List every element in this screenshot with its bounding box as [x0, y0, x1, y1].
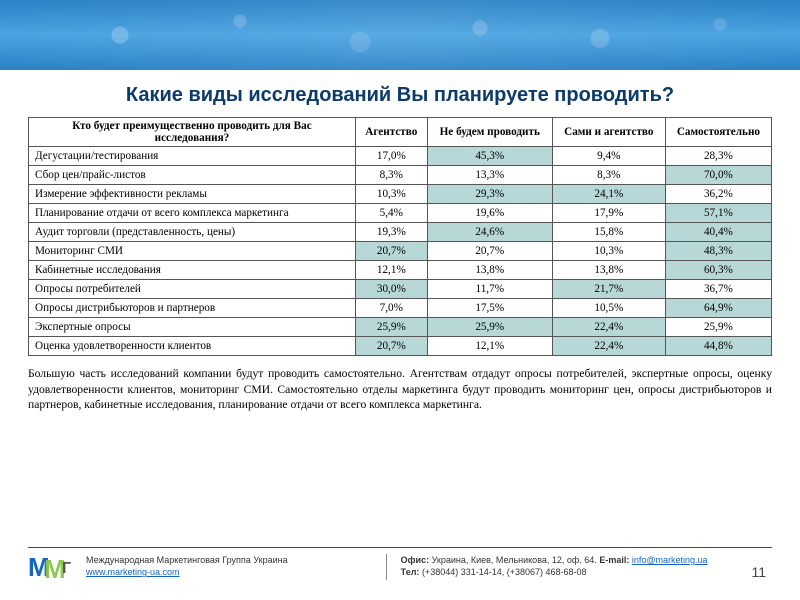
cell-value: 11,7%: [427, 280, 552, 299]
cell-value: 29,3%: [427, 185, 552, 204]
cell-value: 12,1%: [355, 261, 427, 280]
row-label: Дегустации/тестирования: [29, 147, 356, 166]
table-row: Оценка удовлетворенности клиентов20,7%12…: [29, 337, 772, 356]
row-label: Сбор цен/прайс-листов: [29, 166, 356, 185]
research-table: Кто будет преимущественно проводить для …: [28, 117, 772, 356]
row-label: Планирование отдачи от всего комплекса м…: [29, 204, 356, 223]
th-wont: Не будем проводить: [427, 118, 552, 147]
row-label: Кабинетные исследования: [29, 261, 356, 280]
cell-value: 20,7%: [355, 337, 427, 356]
cell-value: 17,9%: [552, 204, 665, 223]
cell-value: 22,4%: [552, 337, 665, 356]
cell-value: 57,1%: [665, 204, 771, 223]
logo: ММГ: [28, 554, 74, 582]
th-question: Кто будет преимущественно проводить для …: [29, 118, 356, 147]
tel-text: (+38044) 331-14-14, (+38067) 468-68-08: [419, 567, 586, 577]
cell-value: 60,3%: [665, 261, 771, 280]
cell-value: 13,8%: [552, 261, 665, 280]
cell-value: 10,3%: [552, 242, 665, 261]
cell-value: 44,8%: [665, 337, 771, 356]
cell-value: 25,9%: [427, 318, 552, 337]
table-row: Измерение эффективности рекламы10,3%29,3…: [29, 185, 772, 204]
cell-value: 28,3%: [665, 147, 771, 166]
cell-value: 22,4%: [552, 318, 665, 337]
table-row: Опросы потребителей30,0%11,7%21,7%36,7%: [29, 280, 772, 299]
cell-value: 20,7%: [355, 242, 427, 261]
th-both: Сами и агентство: [552, 118, 665, 147]
cell-value: 21,7%: [552, 280, 665, 299]
cell-value: 5,4%: [355, 204, 427, 223]
office-text: Украина, Киев, Мельникова, 12, оф. 64.: [429, 555, 599, 565]
row-label: Мониторинг СМИ: [29, 242, 356, 261]
cell-value: 17,5%: [427, 299, 552, 318]
company-site-link[interactable]: www.marketing-ua.com: [86, 567, 180, 577]
row-label: Опросы потребителей: [29, 280, 356, 299]
row-label: Измерение эффективности рекламы: [29, 185, 356, 204]
row-label: Экспертные опросы: [29, 318, 356, 337]
page-number: 11: [751, 564, 766, 580]
cell-value: 9,4%: [552, 147, 665, 166]
content-area: Кто будет преимущественно проводить для …: [0, 117, 800, 413]
row-label: Опросы дистрибьюторов и партнеров: [29, 299, 356, 318]
cell-value: 19,6%: [427, 204, 552, 223]
th-self: Самостоятельно: [665, 118, 771, 147]
cell-value: 25,9%: [355, 318, 427, 337]
table-row: Опросы дистрибьюторов и партнеров7,0%17,…: [29, 299, 772, 318]
footer-separator: [386, 554, 387, 580]
cell-value: 8,3%: [355, 166, 427, 185]
cell-value: 45,3%: [427, 147, 552, 166]
th-agency: Агентство: [355, 118, 427, 147]
company-name: Международная Маркетинговая Группа Украи…: [86, 555, 288, 565]
cell-value: 15,8%: [552, 223, 665, 242]
cell-value: 36,7%: [665, 280, 771, 299]
cell-value: 17,0%: [355, 147, 427, 166]
table-row: Дегустации/тестирования17,0%45,3%9,4%28,…: [29, 147, 772, 166]
cell-value: 70,0%: [665, 166, 771, 185]
cell-value: 10,3%: [355, 185, 427, 204]
email-label: E-mail:: [599, 555, 632, 565]
cell-value: 19,3%: [355, 223, 427, 242]
cell-value: 12,1%: [427, 337, 552, 356]
summary-paragraph: Большую часть исследований компании буду…: [28, 366, 772, 413]
footer: ММГ Международная Маркетинговая Группа У…: [28, 547, 772, 582]
cell-value: 13,3%: [427, 166, 552, 185]
header-banner: [0, 0, 800, 70]
cell-value: 7,0%: [355, 299, 427, 318]
cell-value: 13,8%: [427, 261, 552, 280]
row-label: Оценка удовлетворенности клиентов: [29, 337, 356, 356]
cell-value: 64,9%: [665, 299, 771, 318]
row-label: Аудит торговли (представленность, цены): [29, 223, 356, 242]
table-row: Экспертные опросы25,9%25,9%22,4%25,9%: [29, 318, 772, 337]
cell-value: 48,3%: [665, 242, 771, 261]
cell-value: 30,0%: [355, 280, 427, 299]
email-link[interactable]: info@marketing.ua: [632, 555, 708, 565]
table-row: Сбор цен/прайс-листов8,3%13,3%8,3%70,0%: [29, 166, 772, 185]
cell-value: 24,1%: [552, 185, 665, 204]
cell-value: 24,6%: [427, 223, 552, 242]
table-row: Аудит торговли (представленность, цены)1…: [29, 223, 772, 242]
cell-value: 25,9%: [665, 318, 771, 337]
cell-value: 36,2%: [665, 185, 771, 204]
cell-value: 20,7%: [427, 242, 552, 261]
table-row: Мониторинг СМИ20,7%20,7%10,3%48,3%: [29, 242, 772, 261]
table-row: Кабинетные исследования12,1%13,8%13,8%60…: [29, 261, 772, 280]
cell-value: 40,4%: [665, 223, 771, 242]
slide-title: Какие виды исследований Вы планируете пр…: [0, 70, 800, 117]
tel-label: Тел:: [401, 567, 420, 577]
table-row: Планирование отдачи от всего комплекса м…: [29, 204, 772, 223]
office-label: Офис:: [401, 555, 429, 565]
cell-value: 10,5%: [552, 299, 665, 318]
cell-value: 8,3%: [552, 166, 665, 185]
